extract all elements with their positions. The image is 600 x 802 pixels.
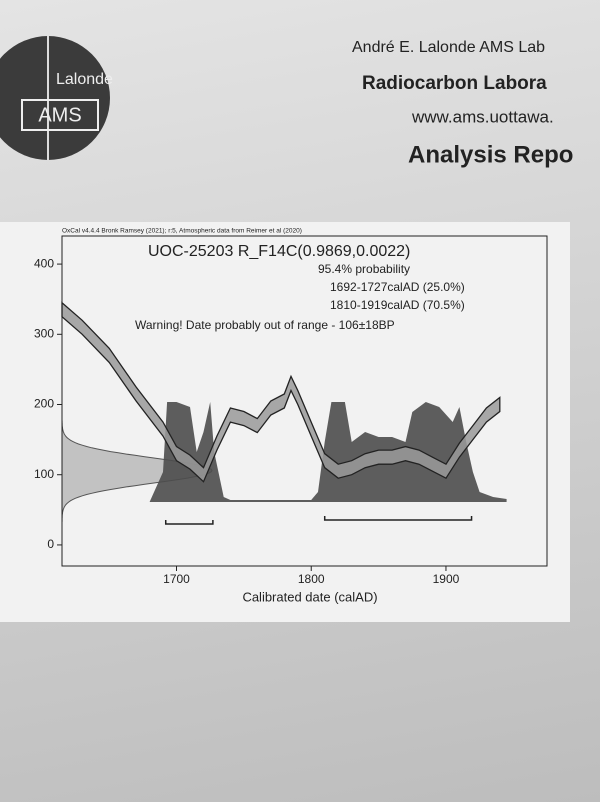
chart-title: UOC-25203 R_F14C(0.9869,0.0022) <box>148 243 410 260</box>
y-tick-label: 100 <box>34 467 54 481</box>
plot-frame <box>61 235 548 567</box>
header-line: André E. Lalonde AMS Lab <box>352 39 545 56</box>
y-tick-label: 200 <box>34 397 54 411</box>
header-line: www.ams.uottawa. <box>411 107 554 126</box>
x-tick-label: 1900 <box>433 572 460 586</box>
logo <box>0 36 110 160</box>
annotation: 95.4% probability <box>318 262 410 276</box>
y-tick-label: 300 <box>34 326 54 340</box>
range-bracket <box>164 520 214 525</box>
x-axis-label: Calibrated date (calAD) <box>242 589 377 604</box>
logo-text: AMS <box>38 104 81 126</box>
probability-distribution <box>149 402 507 502</box>
chart-credit: OxCal v4.4.4 Bronk Ramsey (2021); r:5, A… <box>62 228 302 235</box>
annotation: 1692-1727calAD (25.0%) <box>330 280 465 294</box>
logo-box <box>21 99 99 131</box>
x-tick-label: 1800 <box>298 572 325 586</box>
annotation: 1810-1919calAD (70.5%) <box>330 298 465 312</box>
y-tick-label: 0 <box>47 537 54 551</box>
logo-text: Lalonde <box>56 71 113 88</box>
range-bracket <box>323 516 473 521</box>
x-tick-label: 1700 <box>163 572 190 586</box>
header-line: Radiocarbon Labora <box>362 73 547 94</box>
header-line: Analysis Repo <box>408 141 573 168</box>
y-tick-label: 400 <box>34 256 54 270</box>
annotation: Warning! Date probably out of range - 10… <box>135 318 395 332</box>
calibration-curve <box>61 301 501 483</box>
